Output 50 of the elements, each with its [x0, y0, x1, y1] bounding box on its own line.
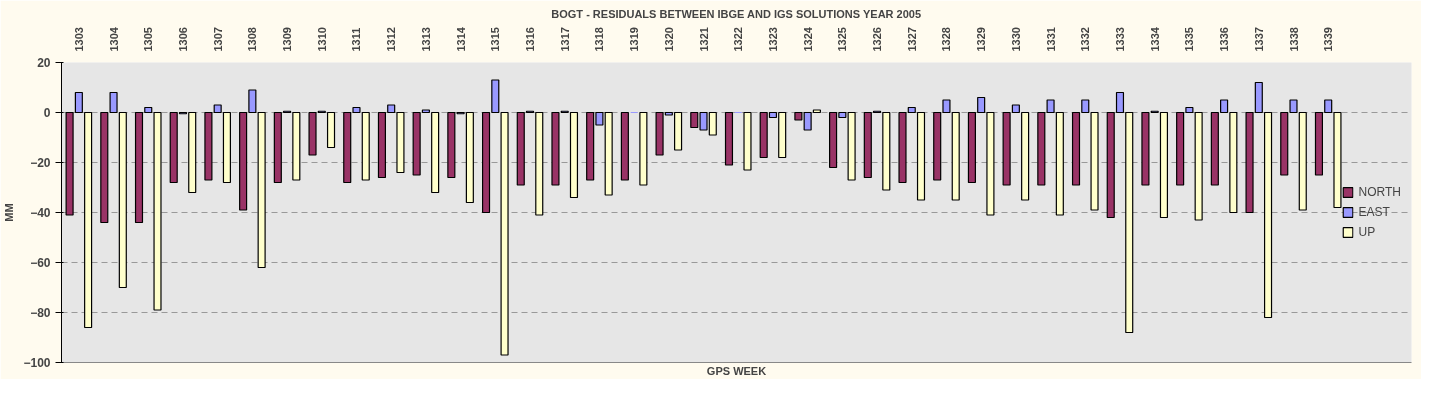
y-tick-label: −100 [23, 356, 51, 370]
x-tick-label: 1322 [732, 27, 745, 52]
chart-title: BOGT - RESIDUALS BETWEEN IBGE AND IGS SOLUTIONS YEAR 2005 [551, 7, 922, 20]
x-tick-label: 1331 [1044, 27, 1057, 52]
x-tick-label: 1320 [662, 27, 675, 52]
x-tick-label: 1338 [1287, 27, 1300, 52]
x-tick-label: 1326 [871, 27, 884, 52]
x-tick-label: 1318 [593, 27, 606, 52]
y-tick-label: −40 [30, 206, 51, 220]
y-tick-label: −60 [30, 256, 51, 270]
y-tick-label: 0 [43, 106, 51, 120]
y-tick-label: 20 [37, 56, 51, 70]
x-tick-label: 1315 [489, 27, 502, 52]
y-axis-title: MM [3, 203, 16, 222]
x-tick-label: 1308 [246, 27, 259, 52]
x-tick-label: 1310 [315, 27, 328, 52]
x-tick-label: 1303 [72, 27, 85, 52]
x-tick-label: 1311 [350, 27, 363, 52]
x-tick-label: 1307 [211, 27, 224, 52]
x-tick-label: 1330 [1009, 27, 1022, 52]
x-tick-label: 1312 [385, 27, 398, 52]
x-tick-label: 1336 [1218, 27, 1231, 52]
x-tick-label: 1319 [628, 27, 641, 52]
x-tick-label: 1321 [697, 27, 710, 52]
x-tick-label: 1306 [176, 27, 189, 52]
x-tick-label: 1316 [524, 27, 537, 52]
x-tick-label: 1337 [1252, 27, 1265, 52]
x-tick-label: 1325 [836, 27, 849, 52]
legend-label: UP [1358, 225, 1377, 239]
y-tick-label: −80 [30, 306, 51, 320]
x-axis-title: GPS WEEK [706, 364, 767, 377]
x-tick-label: 1329 [975, 27, 988, 52]
x-tick-label: 1323 [766, 27, 779, 52]
legend-label: EAST [1358, 205, 1390, 219]
x-tick-label: 1332 [1079, 27, 1092, 52]
legend-label: NORTH [1358, 185, 1401, 199]
x-tick-label: 1324 [801, 26, 814, 52]
x-tick-label: 1328 [940, 27, 953, 52]
x-tick-label: 1334 [1148, 26, 1161, 52]
y-tick-label: −20 [30, 156, 51, 170]
x-tick-label: 1313 [419, 27, 432, 52]
x-tick-label: 1305 [142, 27, 155, 52]
x-tick-label: 1327 [905, 27, 918, 52]
x-tick-label: 1333 [1113, 27, 1126, 52]
x-tick-label: 1317 [558, 27, 571, 52]
x-tick-label: 1335 [1183, 27, 1196, 52]
x-tick-label: 1339 [1322, 27, 1335, 52]
x-tick-label: 1309 [281, 27, 294, 52]
x-tick-label: 1304 [107, 26, 120, 52]
x-tick-label: 1314 [454, 26, 467, 52]
